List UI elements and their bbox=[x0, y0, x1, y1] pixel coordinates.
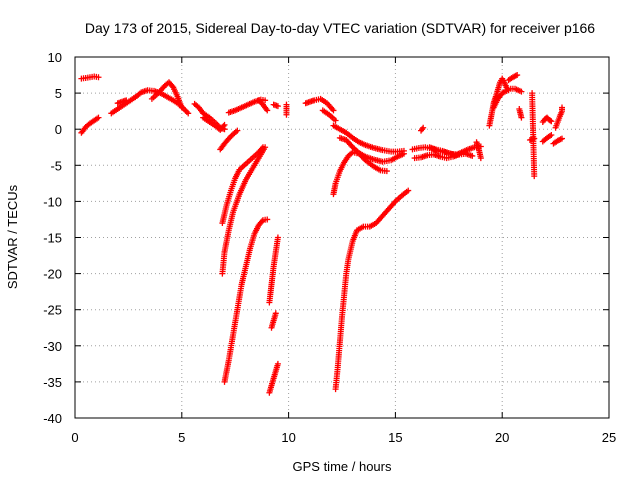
data-point bbox=[272, 310, 279, 317]
data-point bbox=[178, 104, 185, 111]
series-arc-7 bbox=[200, 114, 228, 133]
series-arc-40 bbox=[550, 135, 566, 147]
y-tick-label: -5 bbox=[50, 158, 62, 173]
data-point bbox=[274, 103, 281, 110]
grid-lines bbox=[75, 57, 609, 418]
y-tick-label: -35 bbox=[43, 375, 62, 390]
series-arc-18 bbox=[283, 101, 290, 118]
x-tick-label: 0 bbox=[71, 430, 78, 445]
y-tick-label: 10 bbox=[48, 50, 62, 65]
y-tick-label: -25 bbox=[43, 303, 62, 318]
data-point bbox=[383, 168, 390, 175]
series-arc-15 bbox=[266, 360, 281, 396]
data-point bbox=[548, 118, 555, 125]
data-point bbox=[405, 187, 412, 194]
series-arc-27 bbox=[426, 143, 484, 159]
series-arc-10 bbox=[255, 97, 271, 114]
series-arc-39 bbox=[552, 104, 566, 131]
data-point bbox=[123, 97, 130, 104]
axis-ticks bbox=[74, 56, 610, 419]
y-tick-label: -40 bbox=[43, 411, 62, 426]
y-tick-label: -20 bbox=[43, 267, 62, 282]
data-point bbox=[220, 123, 227, 130]
data-point bbox=[283, 111, 290, 118]
series-arc-32 bbox=[505, 72, 521, 84]
data-point bbox=[469, 152, 476, 159]
x-tick-label: 20 bbox=[495, 430, 509, 445]
series-arc-17 bbox=[268, 310, 279, 331]
x-tick-label: 10 bbox=[281, 430, 295, 445]
data-point bbox=[548, 131, 555, 138]
data-point bbox=[514, 72, 521, 79]
y-axis-label: SDTVAR / TECUs bbox=[5, 184, 20, 289]
series-arc-38 bbox=[539, 131, 555, 145]
x-axis-label: GPS time / hours bbox=[293, 459, 392, 474]
data-point bbox=[185, 110, 192, 117]
x-tick-label: 25 bbox=[602, 430, 616, 445]
series-arc-19 bbox=[302, 95, 337, 114]
data-point bbox=[234, 127, 241, 134]
series-arc-4 bbox=[114, 97, 130, 107]
series-arc-29 bbox=[473, 139, 484, 162]
data-point bbox=[559, 104, 566, 111]
series-arc-23 bbox=[330, 149, 390, 198]
y-tick-label: -10 bbox=[43, 194, 62, 209]
data-point bbox=[95, 74, 102, 81]
x-tick-labels: 0 5 10 15 20 25 bbox=[71, 430, 616, 445]
series-arc-33 bbox=[507, 85, 525, 95]
series-arc-14 bbox=[221, 216, 271, 385]
data-point bbox=[400, 150, 407, 157]
data-point bbox=[547, 117, 554, 124]
series-arc-22 bbox=[336, 134, 407, 165]
series-arc-20 bbox=[319, 107, 339, 124]
data-point bbox=[169, 83, 176, 90]
y-tick-labels: 10 5 0 -5 -10 -15 -20 -25 -30 -35 -40 bbox=[43, 50, 62, 426]
data-point bbox=[330, 107, 337, 114]
series-arc-28 bbox=[418, 124, 427, 134]
y-tick-label: -30 bbox=[43, 339, 62, 354]
series-arc-5 bbox=[148, 79, 185, 111]
data-point bbox=[95, 114, 102, 121]
data-point bbox=[262, 144, 269, 151]
data-point bbox=[258, 218, 265, 225]
series-arc-21 bbox=[330, 122, 407, 155]
series-arc-34 bbox=[516, 105, 525, 121]
x-tick-label: 5 bbox=[178, 430, 185, 445]
series-arc-31 bbox=[490, 87, 510, 111]
data-point bbox=[264, 216, 271, 223]
data-point bbox=[274, 234, 281, 241]
data-point bbox=[559, 135, 566, 142]
data-point bbox=[221, 121, 228, 128]
data-point bbox=[518, 88, 525, 95]
y-tick-label: 5 bbox=[55, 86, 62, 101]
series-arc-24 bbox=[332, 187, 412, 393]
data-point bbox=[420, 124, 427, 131]
series-arc-1 bbox=[78, 73, 102, 82]
series-arc-8 bbox=[217, 127, 241, 153]
data-point bbox=[332, 117, 339, 124]
data-point bbox=[183, 108, 190, 115]
series-arc-37 bbox=[539, 114, 555, 125]
x-tick-label: 15 bbox=[388, 430, 402, 445]
data-point bbox=[264, 107, 271, 114]
y-tick-label: -15 bbox=[43, 231, 62, 246]
series-arc-36 bbox=[529, 90, 538, 180]
series-arc-2 bbox=[78, 114, 102, 136]
data-point bbox=[518, 114, 525, 121]
data-point bbox=[419, 126, 426, 133]
data-point bbox=[477, 155, 484, 162]
data-point bbox=[274, 360, 281, 367]
series-arc-16 bbox=[266, 234, 281, 306]
series-arc-13 bbox=[219, 144, 269, 277]
data-points bbox=[78, 72, 566, 396]
chart-title: Day 173 of 2015, Sidereal Day-to-day VTE… bbox=[85, 20, 595, 36]
y-tick-label: 0 bbox=[55, 122, 62, 137]
data-point bbox=[531, 173, 538, 180]
data-point bbox=[182, 107, 189, 114]
series-arc-11 bbox=[270, 101, 281, 110]
data-point bbox=[503, 87, 510, 94]
data-point bbox=[262, 97, 269, 104]
